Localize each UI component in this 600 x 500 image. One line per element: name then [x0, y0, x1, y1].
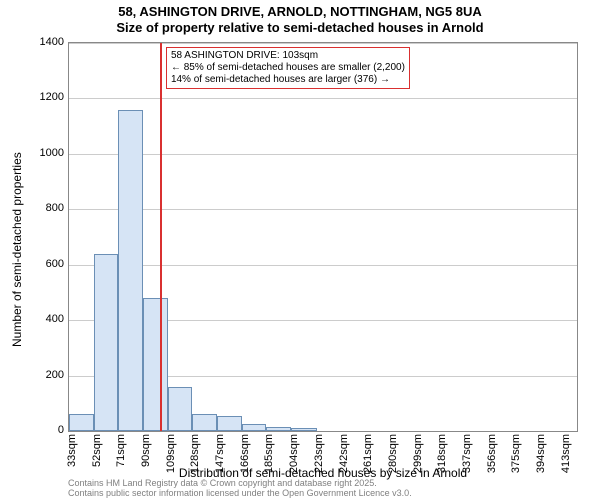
plot-area: 58 ASHINGTON DRIVE: 103sqm← 85% of semi-… [68, 42, 578, 432]
y-tick-label: 600 [34, 258, 64, 270]
grid-line [69, 98, 577, 99]
y-tick-label: 1200 [34, 91, 64, 103]
title-line-1: 58, ASHINGTON DRIVE, ARNOLD, NOTTINGHAM,… [118, 4, 482, 19]
chart-title: 58, ASHINGTON DRIVE, ARNOLD, NOTTINGHAM,… [0, 4, 600, 36]
grid-line [69, 43, 577, 44]
histogram-bar [143, 298, 168, 431]
y-tick-label: 200 [34, 369, 64, 381]
annotation-line-3: 14% of semi-detached houses are larger (… [171, 74, 390, 85]
y-axis-label: Number of semi-detached properties [10, 0, 24, 500]
grid-line [69, 154, 577, 155]
y-tick-label: 1400 [34, 36, 64, 48]
chart-container: 58, ASHINGTON DRIVE, ARNOLD, NOTTINGHAM,… [0, 0, 600, 500]
y-tick-label: 800 [34, 202, 64, 214]
grid-line [69, 265, 577, 266]
annotation-line-1: 58 ASHINGTON DRIVE: 103sqm [171, 50, 318, 61]
annotation-line-2: ← 85% of semi-detached houses are smalle… [171, 62, 405, 73]
histogram-bar [217, 416, 242, 431]
footnote: Contains HM Land Registry data © Crown c… [68, 478, 412, 498]
annotation-box: 58 ASHINGTON DRIVE: 103sqm← 85% of semi-… [166, 47, 410, 89]
footnote-line-2: Contains public sector information licen… [68, 488, 412, 498]
histogram-bar [266, 427, 291, 431]
title-line-2: Size of property relative to semi-detach… [116, 20, 483, 35]
histogram-bar [168, 387, 193, 431]
reference-line [160, 43, 162, 431]
histogram-bar [192, 414, 217, 431]
y-tick-label: 0 [34, 424, 64, 436]
footnote-line-1: Contains HM Land Registry data © Crown c… [68, 478, 377, 488]
histogram-bar [118, 110, 143, 431]
y-tick-label: 400 [34, 313, 64, 325]
histogram-bar [242, 424, 267, 431]
grid-line [69, 209, 577, 210]
histogram-bar [69, 414, 94, 431]
histogram-bar [94, 254, 119, 431]
histogram-bar [291, 428, 317, 431]
y-tick-label: 1000 [34, 147, 64, 159]
